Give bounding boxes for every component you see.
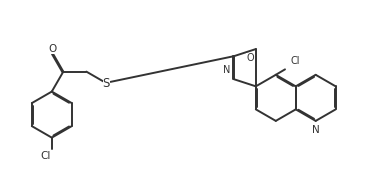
Text: N: N: [312, 125, 320, 135]
Text: O: O: [246, 53, 254, 63]
Text: Cl: Cl: [290, 56, 300, 66]
Text: S: S: [102, 77, 110, 90]
Text: N: N: [223, 65, 231, 75]
Text: Cl: Cl: [41, 152, 51, 161]
Text: O: O: [49, 44, 57, 54]
